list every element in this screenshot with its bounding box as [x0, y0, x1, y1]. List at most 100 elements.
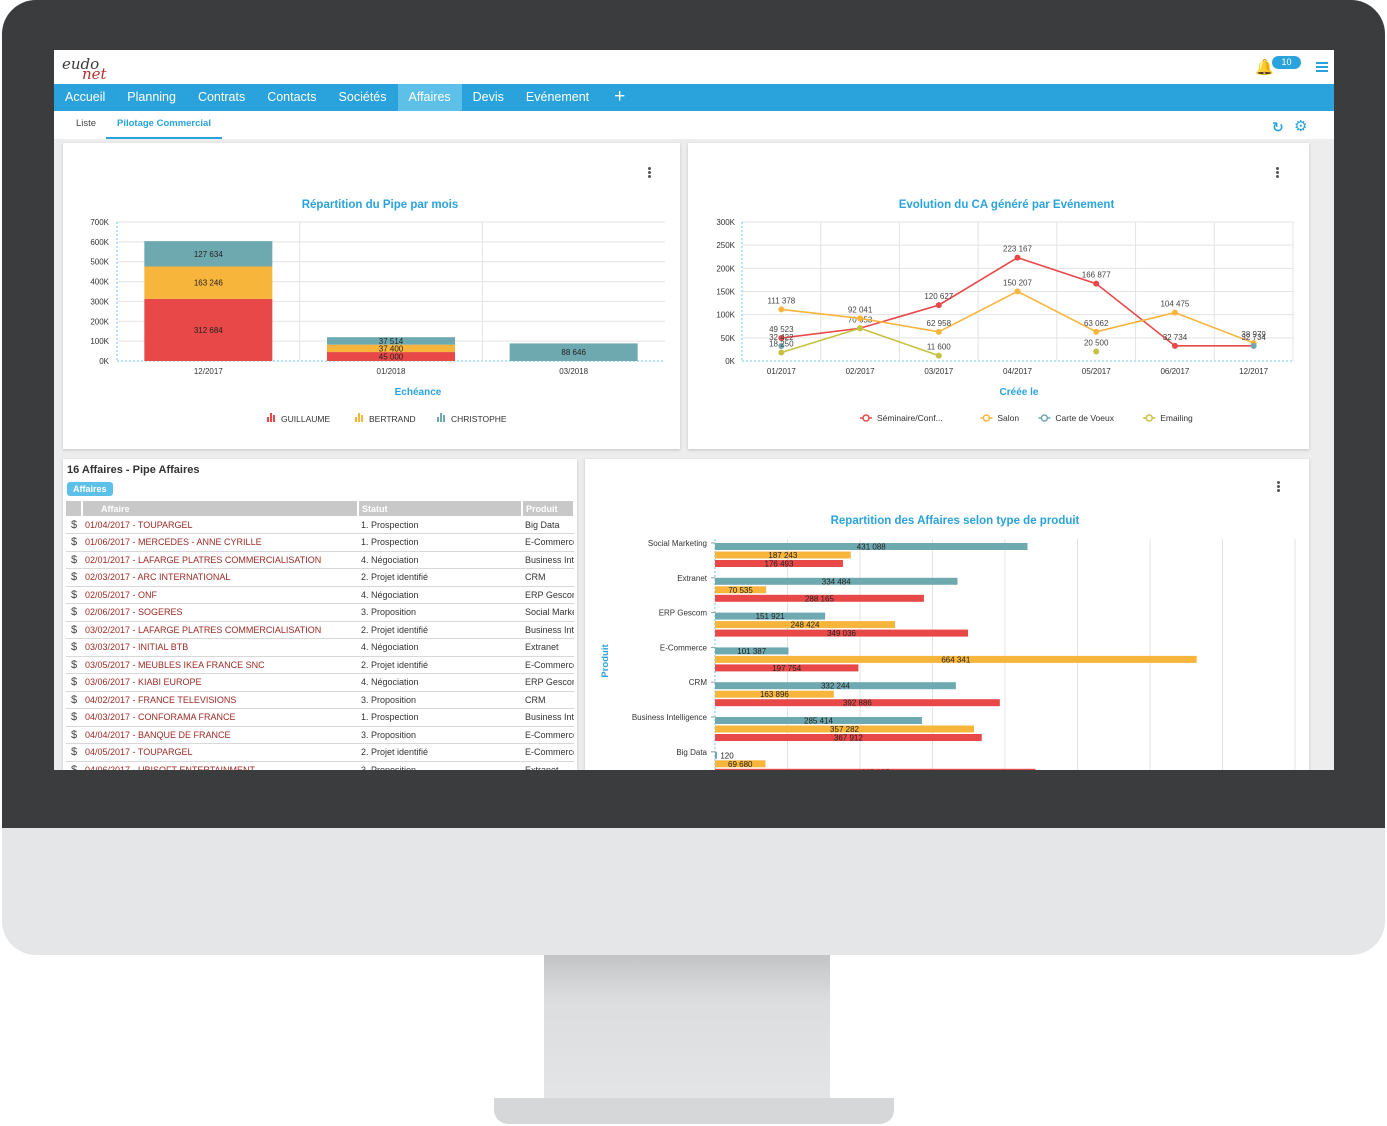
cell-affaire[interactable]: 01/04/2017 - TOUPARGEL	[82, 516, 358, 534]
column-header-statut[interactable]: Statut	[358, 501, 523, 516]
bar-e-commerce	[715, 655, 1197, 663]
affaires-tag[interactable]: Affaires	[67, 482, 113, 496]
nav-item-ev-nement[interactable]: Evénement	[525, 90, 590, 104]
cell-produit: CRM	[522, 568, 574, 587]
bell-icon: 🔔	[1255, 59, 1274, 76]
x-tick-label: 01/2017	[767, 367, 796, 376]
table-row[interactable]: $04/05/2017 - TOUPARGEL 2. Projet identif…	[66, 743, 574, 762]
cell-affaire[interactable]: 03/02/2017 - LAFARGE PLATRES COMMERCIALI…	[82, 621, 358, 639]
y-tick-label: E-Commerce	[660, 643, 708, 652]
app-screen: eudo net 🔔 10 Accueil Planning Contrats Con…	[54, 50, 1334, 770]
widget-menu-kebab-icon[interactable]	[1276, 167, 1280, 181]
legend-label: Séminaire/Conf...	[877, 413, 943, 423]
data-label: 392 886	[843, 699, 872, 708]
cell-statut: 3. Proposition	[358, 761, 522, 770]
cell-affaire[interactable]: 03/05/2017 - MEUBLES IKEA FRANCE SNC	[82, 656, 358, 674]
table-row[interactable]: $04/06/2017 - UBISOFT ENTERTAINMENT 3. Pr…	[66, 761, 574, 770]
subtab-pilotage-commercial[interactable]: Pilotage Commercial	[106, 111, 222, 139]
bar-business-intelligence	[715, 717, 922, 724]
bar-big-data	[715, 768, 1036, 770]
table-title: 16 Affaires - Pipe Affaires	[67, 464, 200, 476]
dollar-icon: $	[66, 621, 82, 639]
nav-item-contrats[interactable]: Contrats	[197, 90, 246, 104]
dollar-icon: $	[66, 533, 82, 552]
column-header-produit[interactable]: Produit	[522, 501, 574, 516]
cell-affaire[interactable]: 04/03/2017 - CONFORAMA FRANCE	[82, 708, 358, 727]
gear-icon[interactable]: ⚙	[1294, 118, 1308, 135]
data-point-s-minaire-conf	[1014, 254, 1021, 261]
affaires-table: Affaire Statut Produit $01/04/2017 - TOU…	[66, 501, 574, 770]
table-row[interactable]: $02/05/2017 - ONF 4. Négociation ERP Gesco…	[66, 586, 574, 604]
logo-text-net: net	[82, 65, 107, 83]
bar-crm	[715, 690, 834, 698]
table-row[interactable]: $03/06/2017 - KIABI EUROPE 4. Négociation…	[66, 673, 574, 692]
table-row[interactable]: $02/03/2017 - ARC INTERNATIONAL 2. Projet…	[66, 568, 574, 587]
cell-statut: 1. Prospection	[358, 516, 522, 534]
data-label: 442 095	[861, 768, 890, 770]
hamburger-menu-icon[interactable]	[1316, 62, 1328, 72]
table-row[interactable]: $04/04/2017 - BANQUE DE FRANCE 3. Proposi…	[66, 726, 574, 744]
cell-statut: 4. Négociation	[358, 638, 522, 657]
cell-affaire[interactable]: 01/06/2017 - MERCEDES - ANNE CYRILLE	[82, 533, 358, 552]
x-tick-label: 04/2017	[1003, 367, 1032, 376]
pipe-bar-chart: 0K 100K 200K 300K 400K 500K 600K 700K 12/2017 312…	[90, 218, 665, 424]
table-row[interactable]: $03/03/2017 - INITIAL BTB 4. Négociation E…	[66, 638, 574, 657]
table-row[interactable]: $02/01/2017 - LAFARGE PLATRES COMMERCIAL…	[66, 551, 574, 569]
data-point-s-minaire-conf	[1093, 280, 1100, 287]
table-row[interactable]: $04/03/2017 - CONFORAMA FRANCE 1. Prospec…	[66, 708, 574, 727]
refresh-icon[interactable]: ↻	[1272, 119, 1284, 135]
nav-item-devis[interactable]: Devis	[472, 90, 504, 104]
eudonet-logo[interactable]: eudo net	[62, 53, 122, 83]
nav-item-accueil[interactable]: Accueil	[65, 90, 106, 104]
cell-produit: Social Marketing	[522, 603, 574, 622]
dollar-icon: $	[66, 568, 82, 587]
nav-item-planning[interactable]: Planning	[127, 90, 176, 104]
cell-statut: 3. Proposition	[358, 691, 522, 709]
table-row[interactable]: $02/06/2017 - SOGERES 3. Proposition Socia…	[66, 603, 574, 622]
data-label: 176 493	[765, 560, 794, 569]
cell-affaire[interactable]: 03/03/2017 - INITIAL BTB	[82, 638, 358, 657]
data-point-emailing	[1093, 348, 1100, 355]
cell-affaire[interactable]: 02/03/2017 - ARC INTERNATIONAL	[82, 568, 358, 587]
widget-menu-kebab-icon[interactable]	[1277, 481, 1281, 495]
table-row[interactable]: $04/02/2017 - FRANCE TELEVISIONS 3. Propo…	[66, 691, 574, 709]
legend-label: GUILLAUME	[281, 414, 330, 424]
table-row[interactable]: $01/06/2017 - MERCEDES - ANNE CYRILLE 1. …	[66, 533, 574, 552]
cell-affaire[interactable]: 04/02/2017 - FRANCE TELEVISIONS	[82, 691, 358, 709]
legend-label: Carte de Voeux	[1055, 413, 1114, 423]
cell-affaire[interactable]: 02/01/2017 - LAFARGE PLATRES COMMERCIALI…	[82, 551, 358, 569]
table-row[interactable]: $01/04/2017 - TOUPARGEL 1. Prospection Big…	[66, 516, 574, 534]
nav-item-affaires[interactable]: Affaires	[397, 84, 462, 111]
data-point-emailing	[857, 325, 864, 332]
x-tick-label: 03/2017	[924, 367, 953, 376]
cell-affaire[interactable]: 02/05/2017 - ONF	[82, 586, 358, 604]
table-row[interactable]: $03/02/2017 - LAFARGE PLATRES COMMERCIAL…	[66, 621, 574, 639]
cell-affaire[interactable]: 03/06/2017 - KIABI EUROPE	[82, 673, 358, 692]
dollar-icon: $	[66, 673, 82, 692]
dollar-icon: $	[66, 726, 82, 744]
cell-affaire[interactable]: 04/04/2017 - BANQUE DE FRANCE	[82, 726, 358, 744]
data-label: 288 165	[805, 594, 834, 603]
data-label: 120 627	[924, 292, 953, 301]
table-row[interactable]: $03/05/2017 - MEUBLES IKEA FRANCE SNC 2. …	[66, 656, 574, 674]
subtab-liste[interactable]: Liste	[76, 118, 97, 129]
data-label: 62 958	[927, 319, 952, 328]
data-label: 49 523	[769, 325, 794, 334]
sub-tabs: Liste Pilotage Commercial ↻ ⚙	[54, 111, 1334, 139]
nav-add-button[interactable]: +	[614, 86, 626, 107]
cell-affaire[interactable]: 02/06/2017 - SOGERES	[82, 603, 358, 622]
data-label: 151 921	[756, 612, 785, 621]
cell-affaire[interactable]: 04/06/2017 - UBISOFT ENTERTAINMENT	[82, 761, 358, 770]
legend-label: Emailing	[1160, 413, 1193, 423]
cell-affaire[interactable]: 04/05/2017 - TOUPARGEL	[82, 743, 358, 762]
y-tick-label: 500K	[90, 258, 109, 267]
notifications-button[interactable]: 🔔 10	[1254, 56, 1314, 78]
y-tick-label: 400K	[90, 278, 109, 287]
data-label: 11 600	[927, 343, 951, 352]
nav-item-soci-t-s[interactable]: Sociétés	[338, 90, 387, 104]
widget-menu-kebab-icon[interactable]	[648, 167, 652, 181]
nav-item-contacts[interactable]: Contacts	[267, 90, 317, 104]
column-header-affaire[interactable]: Affaire	[82, 501, 359, 516]
dollar-icon: $	[66, 708, 82, 727]
dollar-icon: $	[66, 656, 82, 674]
